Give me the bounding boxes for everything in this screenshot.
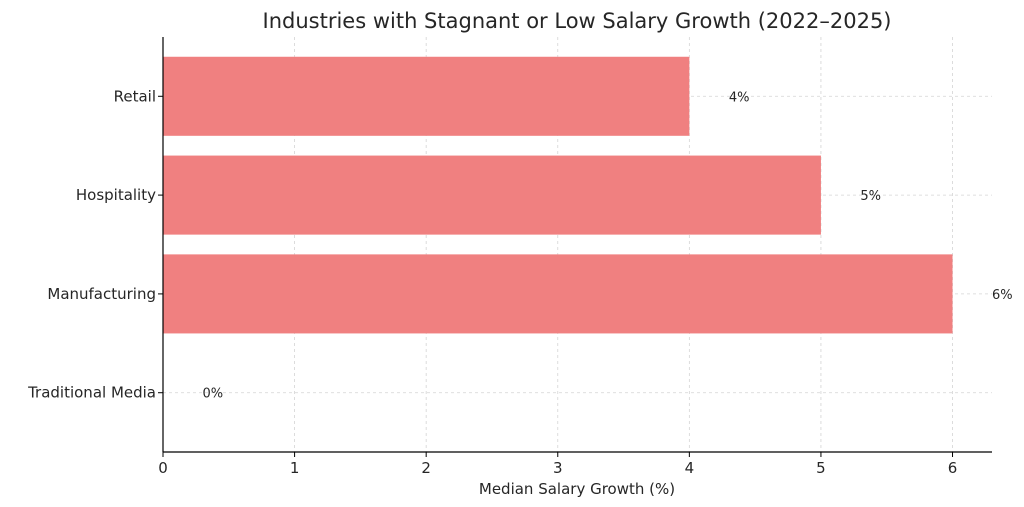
x-tick-label: 1 bbox=[290, 459, 300, 477]
x-tick-label: 6 bbox=[948, 459, 958, 477]
bar bbox=[163, 155, 821, 235]
bar-value-label: 5% bbox=[860, 189, 881, 204]
y-category-label: Manufacturing bbox=[47, 285, 156, 303]
bars bbox=[163, 56, 953, 334]
bar-value-labels: 4% 5% 6% 0% bbox=[202, 90, 1012, 401]
x-tick-label: 5 bbox=[816, 459, 826, 477]
y-category-label: Traditional Media bbox=[27, 384, 156, 402]
y-category-label: Retail bbox=[114, 87, 156, 105]
bar bbox=[163, 56, 690, 136]
x-tick-label: 4 bbox=[685, 459, 695, 477]
x-tick-labels: 0 1 2 3 4 5 6 bbox=[158, 459, 957, 477]
bar-value-label: 4% bbox=[729, 90, 750, 105]
y-category-labels: Retail Hospitality Manufacturing Traditiona… bbox=[27, 87, 156, 401]
x-tick-label: 0 bbox=[158, 459, 168, 477]
bar-value-label: 6% bbox=[992, 288, 1013, 303]
chart-title: Industries with Stagnant or Low Salary G… bbox=[263, 9, 892, 33]
axes bbox=[158, 37, 992, 457]
bar bbox=[163, 254, 953, 334]
x-tick-label: 2 bbox=[421, 459, 431, 477]
bar-value-label: 0% bbox=[202, 387, 223, 402]
x-tick-label: 3 bbox=[553, 459, 563, 477]
x-axis-title: Median Salary Growth (%) bbox=[479, 480, 675, 498]
y-category-label: Hospitality bbox=[76, 186, 156, 204]
